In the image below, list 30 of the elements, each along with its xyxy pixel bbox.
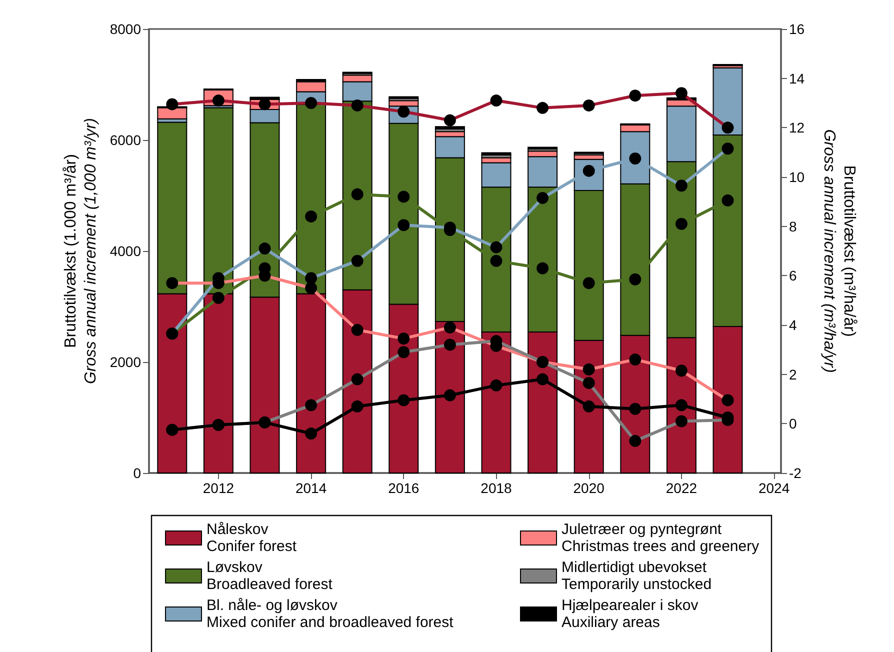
legend-label: Midlertidigt ubevokset Temporarily unstocked — [562, 559, 712, 593]
x-tick-label: 2012 — [202, 480, 234, 496]
legend-label: Bl. nåle- og løvskov Mixed conifer and broadleaved forest — [206, 597, 454, 631]
y2-tick-label: 16 — [789, 21, 805, 37]
y2-tick-label: 6 — [789, 268, 797, 284]
y2-axis-title: Bruttotilvækst (m³/ha/år) Gross annual increment (m³/ha/yr) — [820, 129, 858, 373]
y2-tick-label: 14 — [789, 70, 805, 86]
y2-tick-label: 2 — [789, 366, 797, 382]
x-tick-label: 2016 — [388, 480, 420, 496]
x-tick-label: 2018 — [480, 480, 512, 496]
y-tick-label: 4000 — [110, 243, 142, 259]
x-tick-label: 2024 — [758, 480, 790, 496]
y2-tick-label: 4 — [789, 317, 797, 333]
y2-tick-label: 0 — [789, 416, 797, 432]
legend-label: Nåleskov Conifer forest — [206, 521, 298, 555]
y-tick-label: 2000 — [110, 354, 142, 370]
y-axis-title: Bruttotilvækst (1.000 m³/år) Gross annual increment (1,000 m³/yr) — [62, 118, 100, 384]
legend-label: Juletræer og pyntegrønt Christmas trees and greenery — [562, 521, 760, 555]
y-tick-label: 6000 — [110, 132, 142, 148]
y-tick-label: 0 — [133, 465, 142, 481]
y2-tick-label: 10 — [789, 169, 805, 185]
y-tick-label: 8000 — [110, 21, 142, 37]
x-tick-label: 2022 — [666, 480, 698, 496]
y2-tick-label: 12 — [789, 120, 805, 136]
legend-label: Hjælpearealer i skov Auxiliary areas — [562, 597, 699, 631]
x-tick-label: 2020 — [573, 480, 605, 496]
y2-tick-label: -2 — [789, 465, 802, 481]
x-tick-label: 2014 — [295, 480, 327, 496]
y2-tick-label: 8 — [789, 218, 797, 234]
legend-label: Løvskov Broadleaved forest — [206, 559, 334, 593]
